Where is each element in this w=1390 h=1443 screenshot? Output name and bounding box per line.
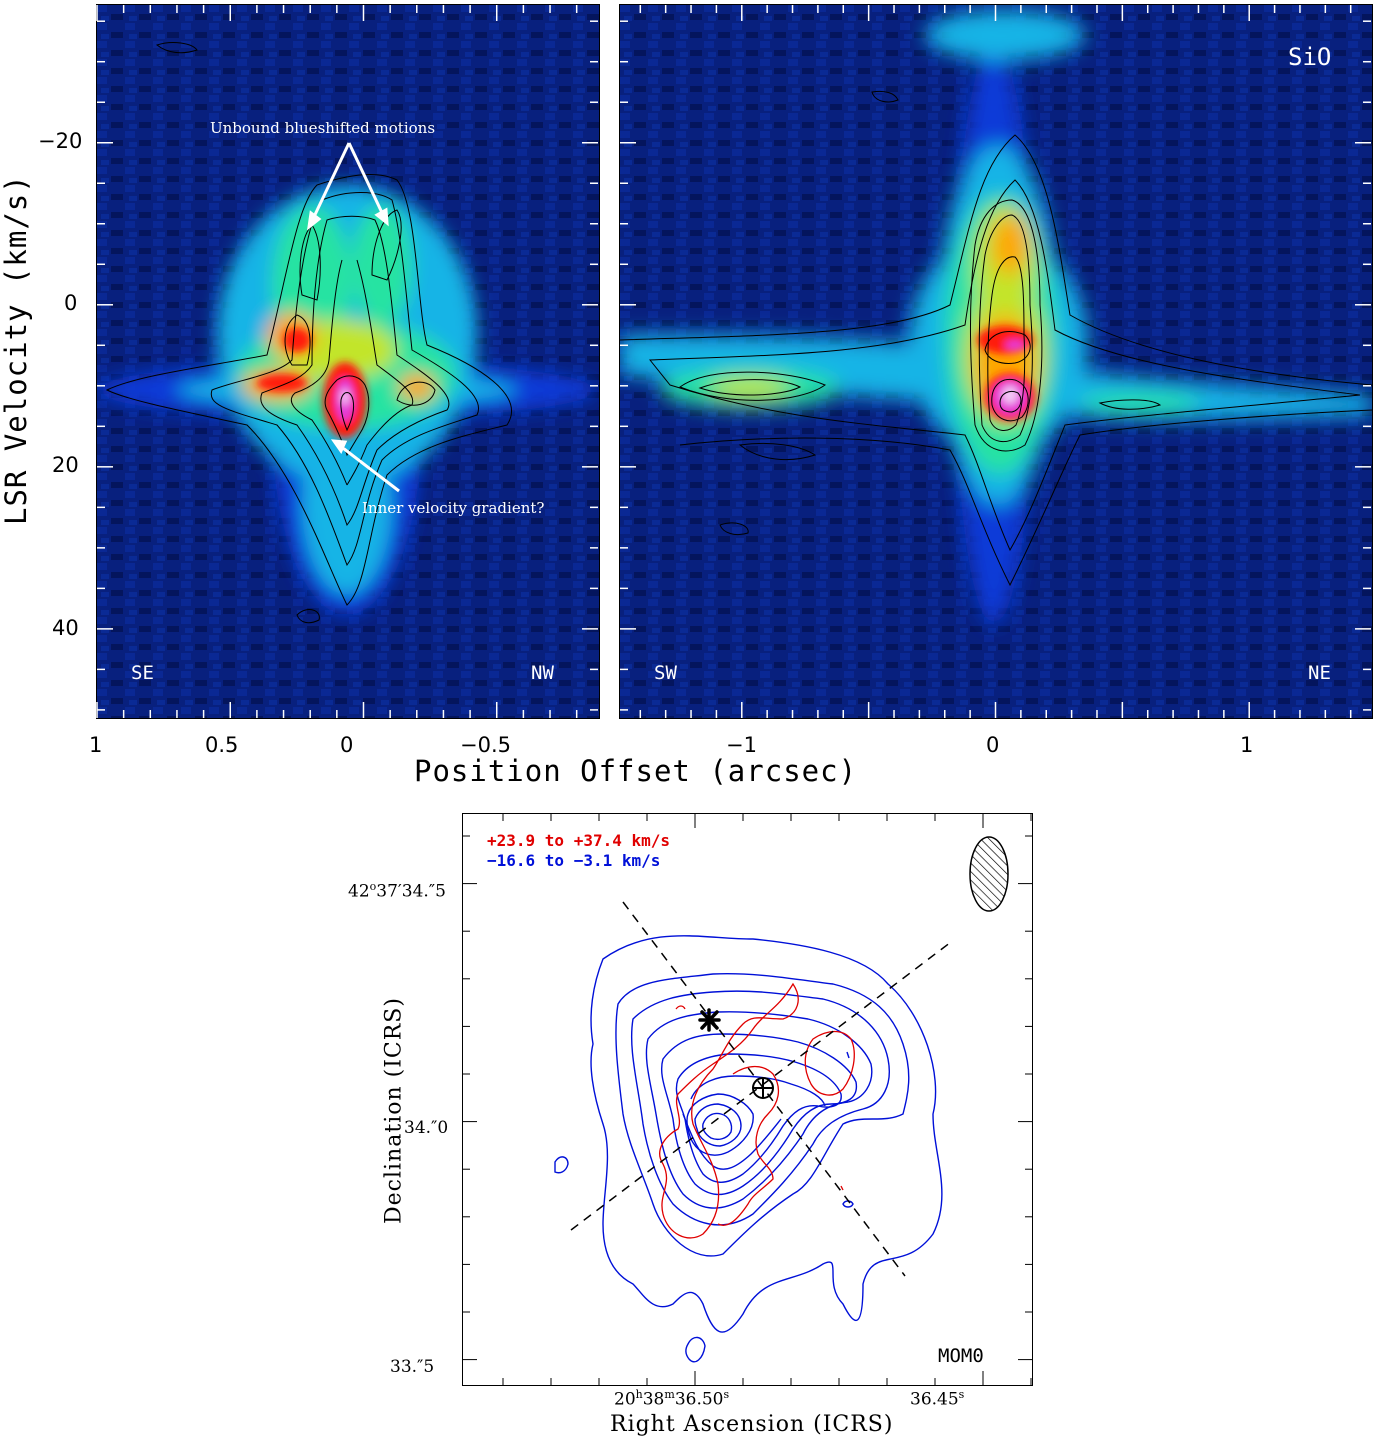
pv-x-tick-label: 0 — [340, 733, 354, 757]
pv-x-tick-label: 0.5 — [205, 733, 239, 757]
dec-rest: 37′34.″5 — [376, 881, 446, 902]
pv-x-tick-label: 1 — [89, 733, 103, 757]
pv-x-tick-label: −0.5 — [460, 733, 511, 757]
pv-x-tick-label: 1 — [1240, 733, 1254, 757]
pv-y-tick-label: 0 — [64, 291, 78, 315]
corner-label-ne: NE — [1308, 662, 1331, 684]
ra-s-unit: s — [723, 1388, 730, 1401]
ra-right-value: 36.45 — [910, 1389, 959, 1410]
ra-tick-label: 20h38m36.50s — [614, 1388, 729, 1410]
pv-panel-right: SiO SW NE — [619, 4, 1373, 719]
pv-left-map — [97, 5, 599, 718]
annotation-unbound-motions: Unbound blueshifted motions — [210, 119, 436, 137]
ra-s-unit: s — [958, 1388, 965, 1401]
corner-label-nw: NW — [531, 662, 554, 684]
ra-m-unit: m — [664, 1388, 675, 1401]
pv-x-tick-label: −1 — [726, 733, 757, 757]
pv-y-tick-label: 20 — [52, 453, 79, 477]
corner-label-se: SE — [131, 662, 154, 684]
legend-blue-velocity: −16.6 to −3.1 km/s — [487, 851, 661, 870]
mom0-x-axis-title: Right Ascension (ICRS) — [610, 1412, 894, 1437]
pv-y-tick-label: 40 — [52, 616, 79, 640]
pv-ticks — [96, 5, 1371, 718]
dec-tick-label: 42o37′34.″5 — [348, 880, 446, 902]
mom0-map — [463, 814, 1032, 1385]
mom0-label: MOM0 — [938, 1345, 984, 1367]
pv-right-map — [620, 5, 1372, 718]
pv-y-axis-title: LSR Velocity (km/s) — [0, 174, 33, 525]
pv-panel-left: Unbound blueshifted motions Inner veloci… — [96, 4, 600, 719]
molecule-label-sio: SiO — [1288, 43, 1332, 71]
legend-red-velocity: +23.9 to +37.4 km/s — [487, 831, 671, 850]
mom0-y-axis-title: Declination (ICRS) — [381, 997, 407, 1224]
dec-degrees: 42 — [348, 881, 370, 902]
ra-minutes: 38 — [642, 1389, 665, 1410]
dec-tick-label: 34.″0 — [404, 1118, 449, 1138]
corner-label-sw: SW — [654, 662, 677, 684]
annotation-inner-gradient: Inner velocity gradient? — [362, 499, 545, 517]
pv-x-tick-label: 0 — [986, 733, 1000, 757]
mom0-panel: +23.9 to +37.4 km/s −16.6 to −3.1 km/s M… — [462, 813, 1033, 1386]
ra-h-unit: h — [635, 1388, 643, 1401]
ra-hours: 20 — [614, 1389, 636, 1410]
dec-tick-label: 33.″5 — [390, 1357, 435, 1377]
ra-tick-label: 36.45s — [910, 1388, 964, 1410]
ra-seconds: 36.50 — [674, 1389, 724, 1410]
pv-y-tick-label: −20 — [38, 129, 83, 153]
beam-ellipse — [969, 836, 1009, 912]
pv-x-axis-title: Position Offset (arcsec) — [414, 754, 858, 788]
